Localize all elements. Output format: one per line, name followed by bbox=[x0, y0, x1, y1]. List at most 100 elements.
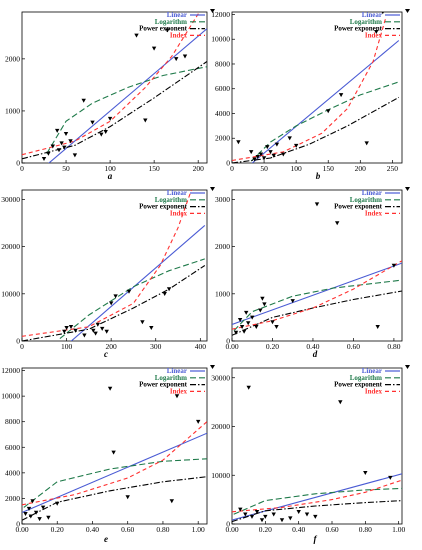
y-tick-label: 0 bbox=[226, 159, 230, 168]
y-tick-label: 3000 bbox=[215, 195, 230, 204]
x-tick-label: 1.00 bbox=[392, 525, 405, 534]
data-point bbox=[100, 326, 105, 331]
fit-curves bbox=[22, 12, 207, 163]
y-tick-label: 2000 bbox=[5, 494, 20, 503]
data-point bbox=[287, 136, 292, 141]
data-point bbox=[335, 221, 340, 226]
fit-curves bbox=[22, 190, 206, 341]
data-point bbox=[296, 510, 301, 514]
panel-label: f bbox=[314, 534, 318, 544]
data-point bbox=[326, 109, 331, 114]
data-point bbox=[68, 325, 74, 329]
y-tick-label: 4000 bbox=[215, 109, 230, 118]
data-point bbox=[241, 329, 247, 334]
data-point bbox=[68, 139, 73, 144]
data-point bbox=[72, 153, 78, 158]
legend-label: Logarithm bbox=[350, 18, 382, 26]
data-point bbox=[265, 145, 270, 150]
legend-label: Logarithm bbox=[350, 196, 382, 204]
y-tick-label: 8000 bbox=[5, 417, 20, 426]
data-point bbox=[125, 495, 130, 500]
fit-power-exponent-line bbox=[22, 265, 206, 341]
y-tick-label: 2000 bbox=[215, 242, 230, 251]
y-tick-label: 10000 bbox=[1, 392, 20, 401]
legend-label: Index bbox=[365, 31, 383, 39]
legend-label: Logarithm bbox=[155, 18, 187, 26]
data-point bbox=[338, 400, 343, 405]
data-point bbox=[134, 33, 139, 38]
legend-marker-icon bbox=[210, 187, 215, 191]
x-tick-label: 400 bbox=[195, 342, 207, 351]
panel-f: 0.00 0.20 0.40 0.60 0.80 1.00 0 10000 20000 30000… bbox=[211, 365, 410, 544]
data-point bbox=[63, 132, 69, 136]
data-point bbox=[388, 475, 393, 480]
data-point bbox=[143, 118, 148, 123]
legend-label: Index bbox=[365, 387, 383, 395]
data-point bbox=[246, 385, 251, 390]
data-point bbox=[271, 512, 276, 517]
data-point bbox=[246, 321, 251, 326]
x-tick-label: 150 bbox=[149, 164, 161, 173]
data-point bbox=[73, 328, 78, 333]
data-point bbox=[23, 512, 28, 516]
fit-logarithm-line bbox=[46, 66, 207, 154]
data-point bbox=[107, 386, 113, 391]
data-point bbox=[149, 326, 154, 330]
legend-marker-icon bbox=[405, 187, 410, 191]
x-tick-label: 200 bbox=[106, 342, 118, 351]
axes-frame bbox=[21, 367, 208, 525]
data-point bbox=[113, 294, 118, 299]
legend-label: Index bbox=[170, 387, 188, 395]
fit-logarithm-line bbox=[233, 487, 402, 515]
data-point bbox=[107, 116, 113, 121]
legend-label: Logarithm bbox=[155, 196, 187, 204]
data-point bbox=[279, 518, 285, 523]
y-tick-label: 1000 bbox=[215, 289, 230, 298]
y-tick-label: 20000 bbox=[1, 242, 20, 251]
x-tick-label: 0.40 bbox=[306, 342, 319, 351]
data-point bbox=[268, 150, 273, 155]
fit-power-exponent-line bbox=[232, 290, 402, 336]
data-point bbox=[314, 202, 320, 207]
x-tick-label: 50 bbox=[260, 164, 268, 173]
legend-label: Power exponent bbox=[139, 381, 188, 389]
fit-linear-line bbox=[251, 40, 400, 163]
data-point bbox=[82, 333, 87, 338]
data-point bbox=[261, 156, 267, 161]
fit-power-exponent-line bbox=[22, 476, 207, 521]
data-point bbox=[111, 450, 116, 455]
data-points bbox=[233, 202, 397, 335]
legend-label: Linear bbox=[362, 189, 382, 197]
legend-label: Power exponent bbox=[334, 381, 383, 389]
data-point bbox=[252, 157, 257, 162]
panel-b: 0 50 100 150 200 250 0 2000 4000 6000 8000 10000 120… bbox=[211, 9, 410, 181]
fit-curves bbox=[232, 473, 402, 523]
y-tick-label: 0 bbox=[226, 520, 230, 529]
y-tick-label: 10000 bbox=[211, 35, 230, 44]
data-point bbox=[55, 501, 60, 506]
data-point bbox=[391, 263, 397, 268]
data-point bbox=[26, 506, 32, 511]
x-tick-label: 200 bbox=[193, 164, 205, 173]
fit-logarithm-line bbox=[59, 258, 205, 340]
data-point bbox=[174, 394, 180, 399]
data-point bbox=[364, 141, 369, 146]
legend-label: Linear bbox=[362, 367, 382, 375]
data-point bbox=[126, 289, 132, 294]
legend-label: Index bbox=[365, 209, 383, 217]
fit-logarithm-line bbox=[23, 458, 207, 508]
y-tick-label: 0 bbox=[16, 520, 20, 529]
x-tick-label: 0.60 bbox=[325, 525, 338, 534]
data-point bbox=[109, 301, 114, 306]
data-point bbox=[281, 152, 286, 157]
panel-label: a bbox=[108, 171, 113, 181]
data-point bbox=[258, 308, 263, 313]
data-point bbox=[271, 153, 276, 158]
x-tick-label: 100 bbox=[291, 164, 303, 173]
data-point bbox=[374, 30, 379, 34]
x-tick-label: 0 bbox=[20, 164, 24, 173]
y-tick-label: 12000 bbox=[211, 10, 230, 19]
legend-marker-icon bbox=[210, 9, 215, 13]
data-points bbox=[238, 385, 393, 523]
